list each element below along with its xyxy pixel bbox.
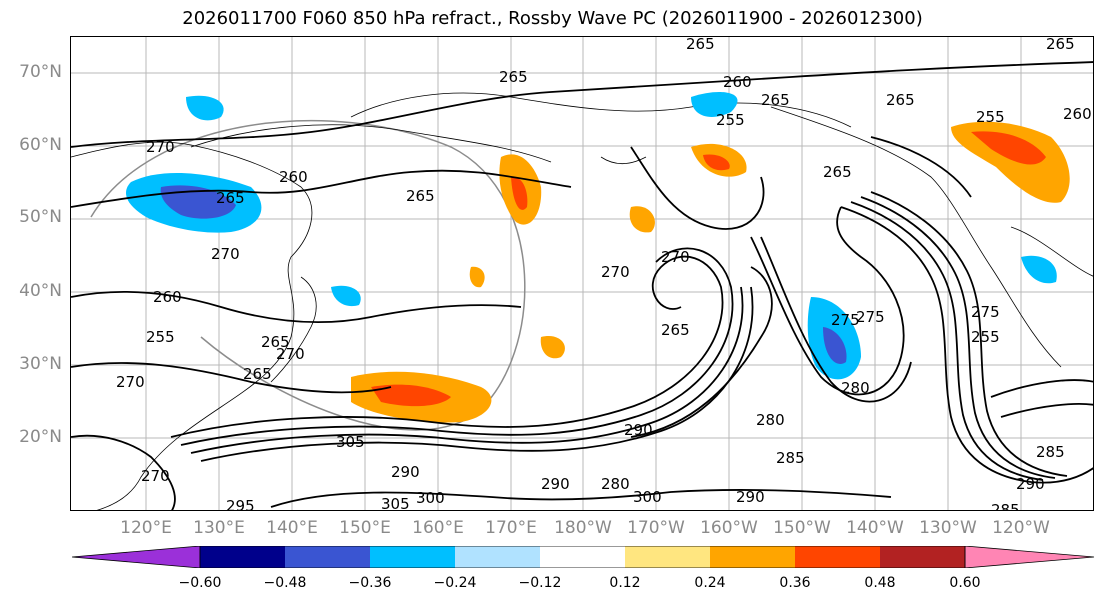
lon-label-130e: 130°E (193, 518, 245, 538)
lon-label-150w: 150°W (773, 518, 831, 538)
colorbar-tick: −0.60 (178, 575, 222, 591)
contour-label: 270 (601, 263, 630, 281)
coastlines (71, 92, 1093, 510)
contour-label: 280 (756, 411, 785, 429)
colorbar-segment (285, 546, 370, 568)
lat-label-50n: 50°N (19, 207, 62, 227)
colorbar-tick: 0.36 (779, 575, 811, 591)
colorbar-tick: 0.60 (949, 575, 981, 591)
lon-label-170w: 170°W (627, 518, 685, 538)
contour-label: 300 (416, 489, 445, 507)
contour-label: 270 (211, 245, 240, 263)
colorbar-segment (200, 546, 285, 568)
contour-label: 270 (276, 345, 305, 363)
contour-label: 290 (391, 463, 420, 481)
contour-label: 290 (736, 488, 765, 506)
contour-label: 260 (153, 288, 182, 306)
anomaly-patches (126, 92, 1070, 423)
colorbar-arrow-left (72, 546, 201, 568)
colorbar-tick: 0.24 (694, 575, 726, 591)
contour-labels: 265 265 260 265 255 265 270 260 265 265 … (116, 37, 1092, 511)
lat-label-70n: 70°N (19, 62, 62, 82)
contour-label: 290 (624, 421, 653, 439)
lon-label-160e: 160°E (412, 518, 464, 538)
contour-label: 295 (226, 497, 255, 511)
chart-title: 2026011700 F060 850 hPa refract., Rossby… (182, 8, 923, 29)
contour-label: 275 (971, 303, 1000, 321)
colorbar-segment (795, 546, 880, 568)
contour-label: 265 (686, 37, 715, 53)
lon-label-160w: 160°W (700, 518, 758, 538)
colorbar-segment (710, 546, 795, 568)
colorbar-segment (540, 546, 625, 568)
lon-label-120e: 120°E (120, 518, 172, 538)
contour-label: 255 (971, 328, 1000, 346)
contour-label: 275 (856, 308, 885, 326)
contour-label: 260 (279, 168, 308, 186)
colorbar-tick: −0.24 (433, 575, 477, 591)
contour-label: 265 (1046, 37, 1075, 53)
contour-label: 260 (723, 73, 752, 91)
contour-label: 305 (336, 433, 365, 451)
contour-lines (71, 61, 1093, 510)
map-panel: 265 265 260 265 255 265 270 260 265 265 … (70, 36, 1094, 511)
colorbar-tick: −0.36 (348, 575, 392, 591)
lat-label-60n: 60°N (19, 135, 62, 155)
colorbar-segment (625, 546, 710, 568)
contour-label: 275 (831, 311, 860, 329)
contour-label: 285 (776, 449, 805, 467)
lon-label-120w: 120°W (992, 518, 1050, 538)
contour-label: 255 (146, 328, 175, 346)
contour-label: 265 (243, 365, 272, 383)
contour-label: 265 (761, 91, 790, 109)
contour-label: 285 (1036, 443, 1065, 461)
contour-label: 280 (841, 379, 870, 397)
contour-label: 265 (216, 189, 245, 207)
contour-label: 305 (381, 495, 410, 511)
colorbar-segment (880, 546, 965, 568)
contour-label: 290 (1016, 475, 1045, 493)
contour-label: 265 (406, 187, 435, 205)
lat-label-30n: 30°N (19, 354, 62, 374)
contour-label: 270 (146, 138, 175, 156)
range-circle (90, 119, 526, 431)
colorbar-arrow-right (964, 546, 1095, 568)
colorbar-segment (455, 546, 540, 568)
lat-label-40n: 40°N (19, 281, 62, 301)
contour-label: 265 (886, 91, 915, 109)
contour-label: 255 (716, 111, 745, 129)
graticule (71, 37, 1093, 510)
map-svg: 265 265 260 265 255 265 270 260 265 265 … (71, 37, 1093, 511)
lon-label-140w: 140°W (846, 518, 904, 538)
contour-label: 300 (633, 488, 662, 506)
contour-label: 265 (661, 321, 690, 339)
lon-label-180w: 180°W (554, 518, 612, 538)
colorbar-tick: 0.12 (609, 575, 641, 591)
lon-label-150e: 150°E (339, 518, 391, 538)
colorbar-tick: −0.48 (263, 575, 307, 591)
lon-label-130w: 130°W (919, 518, 977, 538)
contour-label: 270 (141, 467, 170, 485)
contour-label: 265 (499, 68, 528, 86)
contour-label: 280 (601, 475, 630, 493)
contour-label: 265 (261, 333, 290, 351)
contour-label: 270 (116, 373, 145, 391)
lat-label-20n: 20°N (19, 427, 62, 447)
colorbar-segment (370, 546, 455, 568)
contour-label: 265 (823, 163, 852, 181)
colorbar (72, 546, 1095, 568)
contour-label: 285 (991, 501, 1020, 511)
contour-label: 290 (541, 475, 570, 493)
lon-label-170e: 170°E (485, 518, 537, 538)
contour-label: 255 (976, 108, 1005, 126)
contour-label: 270 (661, 248, 690, 266)
colorbar-tick: −0.12 (518, 575, 562, 591)
colorbar-tick: 0.48 (864, 575, 896, 591)
lon-label-140e: 140°E (266, 518, 318, 538)
contour-label: 260 (1063, 105, 1092, 123)
